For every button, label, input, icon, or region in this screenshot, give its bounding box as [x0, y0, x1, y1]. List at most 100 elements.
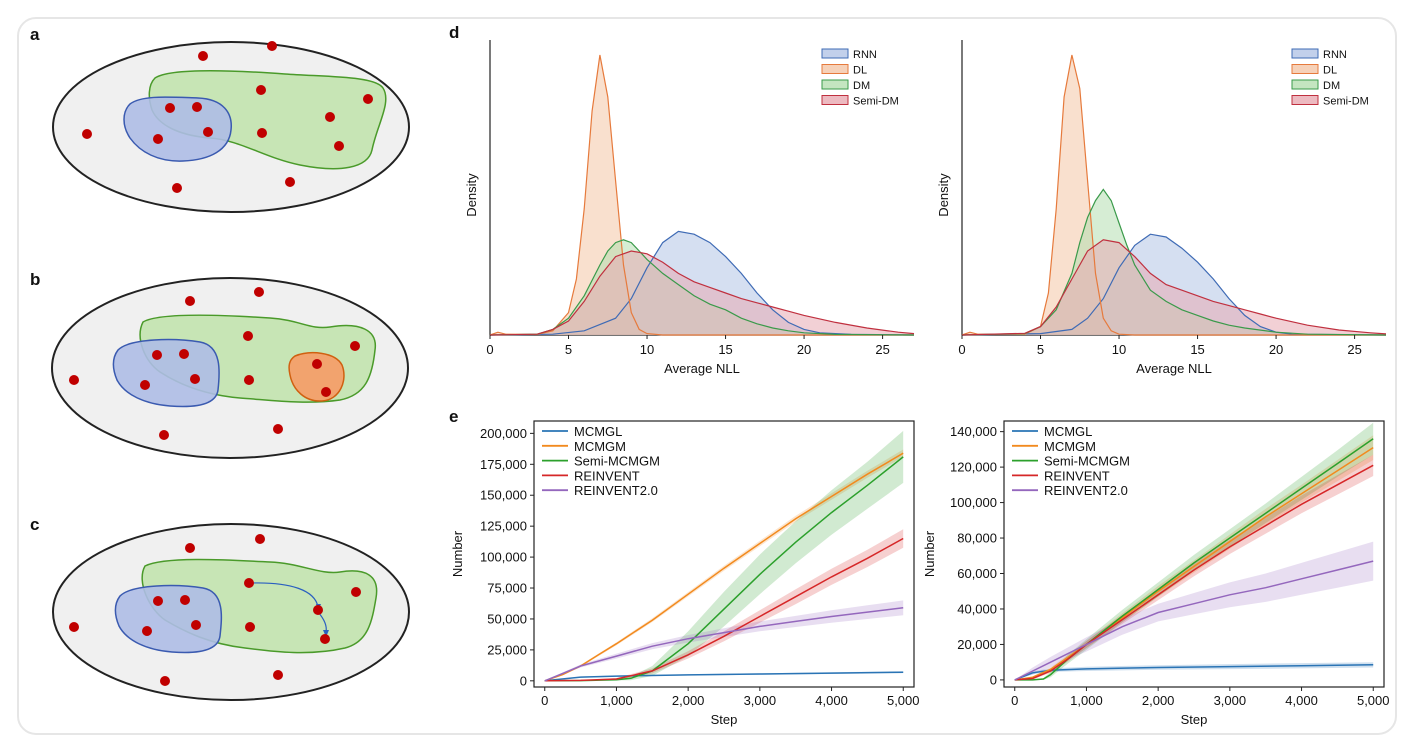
optimization-arrow: [251, 582, 319, 608]
x-tick-label: 20: [1269, 342, 1283, 357]
y-tick-label: 125,000: [480, 519, 527, 534]
x-tick-label: 15: [1190, 342, 1204, 357]
molecule-dot: [243, 331, 253, 341]
y-tick-label: 200,000: [480, 426, 527, 441]
x-tick-label: 0: [541, 693, 548, 708]
molecule-dot: [153, 596, 163, 606]
molecule-dot: [179, 349, 189, 359]
orange-region: [288, 352, 345, 402]
series-line-semi-mcmgm: [1014, 438, 1374, 681]
molecule-dot: [185, 296, 195, 306]
legend-label-dl: DL: [1323, 65, 1337, 77]
legend-swatch-dm: [1291, 79, 1319, 90]
x-tick-label: 25: [1347, 342, 1361, 357]
legend-label-dm: DM: [1323, 80, 1340, 92]
density-area-rnn: [962, 234, 1386, 335]
legend-label-dm: DM: [853, 80, 870, 92]
density-chart-left: 0 5 10 15 20 25 Average NLL Density RNN DL DM Semi-…: [464, 40, 915, 376]
x-tick-label: 20: [797, 342, 811, 357]
molecule-dot: [334, 141, 344, 151]
y-tick-label: 100,000: [480, 550, 527, 565]
molecule-dot: [273, 424, 283, 434]
x-tick-label: 5,000: [887, 693, 920, 708]
y-axis-label: Number: [450, 530, 465, 577]
x-tick-label: 4,000: [1285, 693, 1318, 708]
series-line-reinvent: [544, 537, 904, 682]
molecule-dot: [285, 177, 295, 187]
legend-label-reinvent: REINVENT: [1044, 468, 1110, 483]
y-tick-label: 50,000: [487, 611, 527, 626]
y-tick-label: 100,000: [950, 495, 997, 510]
series-line-reinvent2-0: [544, 607, 904, 682]
density-area-semi-dm: [490, 251, 914, 335]
molecule-dot: [312, 359, 322, 369]
x-tick-label: 2,000: [672, 693, 705, 708]
molecule-dot: [350, 341, 360, 351]
y-tick-label: 150,000: [480, 488, 527, 503]
y-tick-label: 40,000: [957, 601, 997, 616]
molecule-dot: [198, 51, 208, 61]
x-tick-label: 5,000: [1357, 693, 1390, 708]
x-axis-label: Average NLL: [1136, 361, 1212, 376]
molecule-dot: [172, 183, 182, 193]
density-line-rnn: [961, 233, 1387, 336]
molecule-dot: [69, 375, 79, 385]
legend-label-mcmgl: MCMGL: [574, 424, 622, 439]
x-tick-label: 3,000: [1214, 693, 1247, 708]
y-axis-label: Number: [922, 530, 937, 577]
molecule-dot: [256, 85, 266, 95]
molecule-dot: [321, 387, 331, 397]
y-tick-label: 60,000: [957, 566, 997, 581]
x-tick-label: 25: [875, 342, 889, 357]
legend-label-mcmgm: MCMGM: [574, 439, 626, 454]
y-tick-label: 75,000: [487, 581, 527, 596]
series-line-mcmgl: [1014, 664, 1374, 681]
y-tick-label: 25,000: [487, 642, 527, 657]
molecule-dot: [165, 103, 175, 113]
x-tick-label: 10: [640, 342, 654, 357]
molecule-dot: [203, 127, 213, 137]
x-tick-label: 5: [565, 342, 572, 357]
growth-chart-right: 0 1,000 2,000 3,000 4,000 5,000 0 20,000 40,000 6…: [922, 420, 1390, 727]
molecule-dot: [320, 634, 330, 644]
legend-swatch-dl: [821, 64, 849, 74]
y-tick-label: 0: [990, 672, 997, 687]
legend-label-mcmgm: MCMGM: [1044, 439, 1096, 454]
molecule-dot: [185, 543, 195, 553]
molecule-dot: [180, 595, 190, 605]
y-axis-label: Density: [464, 173, 479, 217]
molecule-dot: [142, 626, 152, 636]
density-line-semi-dm: [489, 250, 915, 336]
x-axis-label: Step: [1181, 712, 1208, 727]
x-tick-label: 5: [1037, 342, 1044, 357]
confidence-band-reinvent2-0: [544, 600, 904, 681]
molecule-dot: [267, 41, 277, 51]
x-tick-label: 1,000: [1070, 693, 1103, 708]
legend-label-reinvent: REINVENT: [574, 468, 640, 483]
molecule-dot: [244, 578, 254, 588]
panel-letter-e: e: [449, 407, 458, 426]
series-line-mcmgm: [1014, 446, 1374, 681]
density-area-dl: [962, 55, 1386, 335]
legend-label-reinvent2-0: REINVENT2.0: [1044, 483, 1128, 498]
x-tick-label: 10: [1112, 342, 1126, 357]
molecule-dot: [82, 129, 92, 139]
density-line-rnn: [489, 230, 915, 336]
confidence-band-reinvent2-0: [1014, 541, 1374, 680]
molecule-dot: [313, 605, 323, 615]
panel-letter-b: b: [30, 270, 40, 289]
molecule-dot: [351, 587, 361, 597]
molecule-dot: [69, 622, 79, 632]
molecule-dot: [255, 534, 265, 544]
y-tick-label: 175,000: [480, 457, 527, 472]
x-tick-label: 15: [718, 342, 732, 357]
legend-label-semi-dm: Semi-DM: [853, 96, 899, 108]
density-area-semi-dm: [962, 239, 1386, 335]
y-tick-label: 20,000: [957, 637, 997, 652]
blue-region: [112, 338, 220, 408]
x-tick-label: 0: [486, 342, 493, 357]
legend-label-semi-dm: Semi-DM: [1323, 96, 1369, 108]
plot-frame: [1003, 420, 1385, 688]
molecule-dot: [160, 676, 170, 686]
